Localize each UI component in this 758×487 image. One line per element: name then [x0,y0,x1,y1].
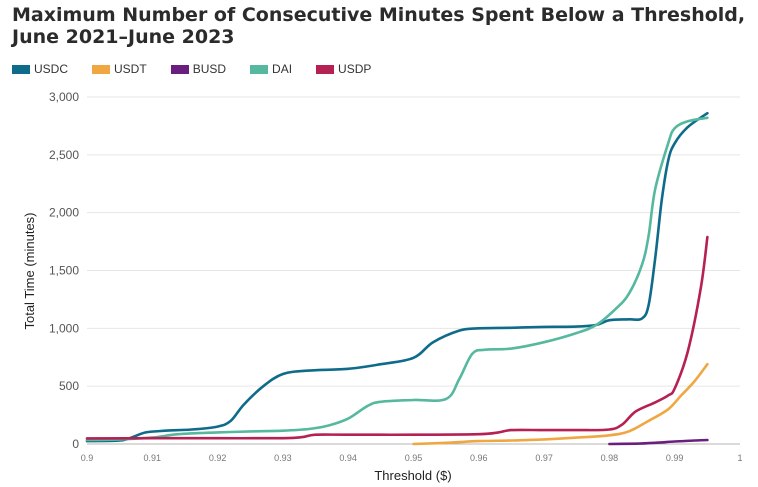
series-line-dai [85,116,709,442]
y-tick-label: 0 [72,437,79,451]
series-line-busd [608,438,709,446]
x-tick-label: 0.9 [81,453,94,463]
legend-item-dai: DAI [250,62,292,76]
y-tick-label: 1,000 [49,321,79,335]
chart-grid [87,96,740,445]
legend-item-busd: BUSD [170,62,227,76]
legend-item-usdp: USDP [316,62,371,76]
legend-item-usdt: USDT [92,62,147,76]
legend-item-usdc: USDC [12,62,68,76]
x-tick-label: 0.98 [601,453,619,463]
series-line-usdc [85,111,709,443]
y-tick-label: 2,500 [49,148,79,162]
x-tick-label: 0.92 [209,453,227,463]
y-tick-label: 3,000 [49,90,79,104]
x-axis-label: Threshold ($) [374,468,451,483]
x-tick-label: 0.99 [666,453,684,463]
legend-swatch-dai [250,64,269,74]
x-tick-label: 0.97 [535,453,553,463]
legend-label-usdt: USDT [114,62,147,76]
x-tick-label: 0.94 [339,453,357,463]
series-line-usdt [412,362,709,446]
chart-title: Maximum Number of Consecutive Minutes Sp… [12,4,752,48]
legend-swatch-usdc [12,64,30,74]
x-axis-ticks: 0.9 0.91 0.92 0.93 0.94 0.95 0.96 0.97 0.98 0.99 1 [81,453,743,463]
chart-title-line-1: Maximum Number of Consecutive Minutes Sp… [12,4,746,26]
y-tick-label: 500 [59,379,79,393]
chart-series [85,111,709,446]
legend-label-dai: DAI [272,62,293,76]
legend-label-busd: BUSD [192,62,227,76]
legend-swatch-usdp [316,64,335,74]
series-line-usdp [85,235,709,440]
legend-label-usdp: USDP [338,62,372,76]
y-axis-label: Total Time (minutes) [22,212,37,329]
y-tick-label: 2,000 [49,206,79,220]
y-axis-ticks: 0 500 1,000 1,500 2,000 2,500 3,000 [49,90,79,451]
chart-legend: USDC USDT BUSD DAI USDP [12,60,395,78]
legend-swatch-usdt [92,64,111,74]
legend-swatch-busd [170,64,189,74]
chart-title-line-2: June 2021–June 2023 [12,26,235,48]
legend-label-usdc: USDC [34,62,69,76]
x-tick-label: 0.91 [144,453,162,463]
x-tick-label: 0.95 [405,453,423,463]
y-tick-label: 1,500 [49,264,79,278]
x-tick-label: 0.96 [470,453,488,463]
x-tick-label: 1 [737,453,742,463]
x-tick-label: 0.93 [274,453,292,463]
